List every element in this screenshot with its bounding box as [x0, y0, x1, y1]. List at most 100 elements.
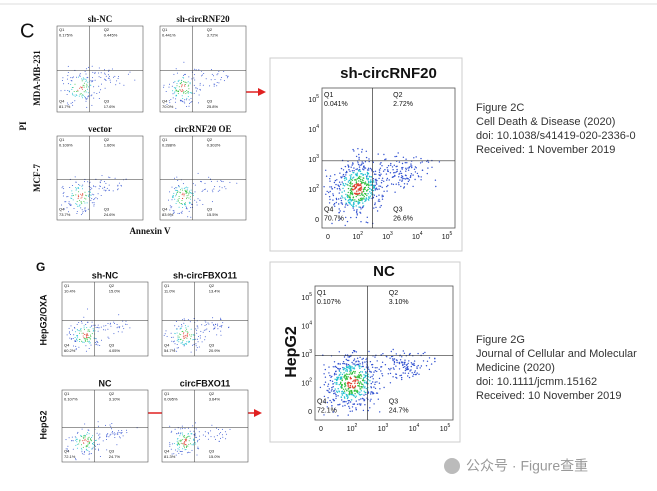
event-dot: [191, 449, 193, 451]
event-dot: [356, 214, 358, 216]
quadrant-value: 3.72%: [207, 32, 219, 37]
event-dot: [407, 178, 409, 180]
quadrant-name: Q3: [104, 207, 110, 212]
event-dot: [374, 387, 377, 390]
event-dot: [181, 95, 183, 97]
event-dot: [331, 188, 334, 190]
event-dot: [178, 440, 180, 442]
event-dot: [104, 329, 106, 331]
event-dot: [350, 174, 353, 176]
event-dot: [365, 372, 368, 374]
event-dot: [401, 356, 403, 358]
event-dot: [81, 97, 83, 99]
event-dot: [186, 92, 188, 94]
event-dot: [187, 433, 189, 435]
event-dot: [193, 68, 195, 70]
event-dot: [93, 92, 95, 94]
event-dot: [410, 369, 412, 371]
event-dot: [110, 433, 112, 435]
event-dot: [220, 317, 222, 319]
event-dot: [87, 208, 89, 210]
event-dot: [117, 185, 119, 187]
event-dot: [347, 165, 350, 167]
event-dot: [184, 202, 186, 204]
event-dot: [341, 373, 344, 376]
event-dot: [196, 329, 198, 331]
event-dot: [178, 325, 180, 327]
event-dot: [172, 90, 174, 92]
plot-title: sh-circRNF20: [340, 65, 437, 82]
event-dot: [333, 372, 336, 375]
event-dot: [195, 328, 197, 330]
event-dot: [91, 440, 93, 442]
event-dot: [214, 326, 216, 328]
event-dot: [404, 372, 406, 374]
event-dot: [401, 176, 404, 178]
event-dot: [350, 187, 353, 190]
event-dot: [347, 184, 349, 186]
event-dot: [378, 198, 380, 201]
event-dot: [183, 332, 185, 334]
event-dot: [345, 388, 347, 390]
event-dot: [333, 204, 335, 206]
event-dot: [236, 182, 238, 184]
event-dot: [67, 450, 69, 452]
event-dot: [91, 321, 93, 323]
event-dot: [213, 75, 214, 77]
event-dot: [99, 456, 101, 457]
event-dot: [398, 173, 400, 175]
event-dot: [342, 361, 345, 363]
event-dot: [401, 179, 403, 181]
event-dot: [353, 192, 356, 194]
tick-base: 10: [409, 426, 417, 433]
event-dot: [189, 92, 191, 93]
event-dot: [85, 440, 87, 442]
event-dot: [345, 358, 347, 361]
event-dot: [114, 322, 115, 324]
event-dot: [329, 175, 332, 177]
event-dot: [408, 179, 411, 181]
event-dot: [71, 185, 73, 186]
event-dot: [197, 325, 199, 327]
event-dot: [401, 175, 403, 177]
event-dot: [66, 196, 68, 198]
event-dot: [182, 439, 184, 441]
event-dot: [190, 97, 192, 99]
event-dot: [366, 171, 369, 174]
event-dot: [108, 69, 110, 71]
event-dot: [189, 452, 191, 453]
event-dot: [75, 437, 77, 439]
event-dot: [114, 434, 115, 436]
event-dot: [345, 373, 348, 375]
quadrant-value: 3.10%: [109, 396, 121, 401]
event-dot: [361, 365, 364, 368]
event-dot: [188, 191, 190, 193]
event-dot: [93, 199, 95, 201]
event-dot: [378, 368, 380, 370]
event-dot: [82, 212, 84, 214]
event-dot: [183, 91, 185, 93]
event-dot: [355, 190, 358, 192]
event-dot: [363, 382, 366, 384]
event-dot: [224, 186, 226, 188]
event-dot: [357, 188, 359, 190]
event-dot: [177, 80, 179, 82]
event-dot: [361, 179, 364, 181]
event-dot: [323, 186, 325, 188]
event-dot: [419, 367, 421, 369]
event-dot: [363, 177, 365, 179]
event-dot: [356, 168, 358, 170]
quadrant-name: Q1: [59, 27, 65, 32]
event-dot: [399, 359, 402, 361]
event-dot: [361, 163, 363, 165]
quadrant-name: Q2: [207, 137, 213, 142]
event-dot: [72, 94, 73, 96]
event-dot: [196, 201, 198, 203]
event-dot: [82, 341, 84, 343]
event-dot: [182, 183, 184, 185]
event-dot: [348, 405, 350, 408]
event-dot: [80, 434, 82, 436]
event-dot: [365, 358, 367, 361]
event-dot: [84, 71, 86, 72]
event-dot: [87, 335, 89, 337]
